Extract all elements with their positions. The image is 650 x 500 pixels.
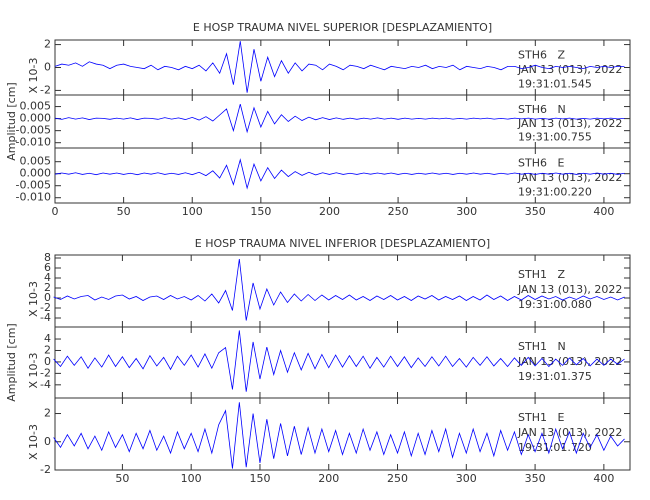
- trace-label: STH6 Z: [518, 48, 565, 61]
- scale-label: X 10-3: [27, 353, 40, 389]
- x-tick-label: 200: [319, 205, 340, 218]
- trace-label: JAN 13 (013), 2022: [517, 171, 622, 184]
- x-tick-label: 50: [117, 205, 131, 218]
- y-tick-label: 0: [44, 355, 51, 368]
- x-tick-label: 150: [249, 472, 270, 485]
- x-tick-label: 300: [456, 472, 477, 485]
- scale-label: X 10-3: [27, 281, 40, 317]
- trace-label: STH1 Z: [518, 268, 565, 281]
- x-tick-label: 250: [388, 205, 409, 218]
- scale-label: X 10-3: [27, 58, 40, 94]
- trace-label: JAN 13 (013), 2022: [517, 355, 622, 368]
- waveform: [54, 104, 625, 134]
- trace-label: STH1 N: [518, 340, 566, 353]
- x-tick-label: 0: [52, 205, 59, 218]
- waveform: [53, 330, 625, 392]
- chart-title: E HOSP TRAUMA NIVEL INFERIOR [DESPLAZAMI…: [195, 237, 490, 250]
- trace-label: STH1 E: [518, 411, 564, 424]
- x-tick-label: 150: [250, 205, 271, 218]
- trace-label: 19:31:00.755: [518, 131, 592, 144]
- y-tick-label: -4: [40, 311, 51, 324]
- y-tick-label: -0.010: [16, 191, 51, 204]
- x-tick-label: 200: [318, 472, 339, 485]
- trace-label: JAN 13 (013), 2022: [517, 283, 622, 296]
- y-tick-label: 4: [44, 271, 51, 284]
- y-tick-label: 2: [44, 281, 51, 294]
- y-tick-label: -2: [40, 463, 51, 476]
- trace-label: 19:31:00.080: [518, 298, 592, 311]
- trace-label: STH6 N: [518, 103, 566, 116]
- trace-label: 19:31:01.720: [518, 441, 592, 454]
- y-tick-label: 0.005: [20, 155, 52, 168]
- y-tick-label: -0.010: [16, 136, 51, 149]
- y-tick-label: 2: [44, 343, 51, 356]
- chart-title: E HOSP TRAUMA NIVEL SUPERIOR [DESPLAZAMI…: [193, 21, 492, 34]
- panel-frame: [54, 397, 631, 471]
- trace-label: 19:31:01.375: [518, 370, 592, 383]
- y-tick-label: 2: [44, 38, 51, 51]
- x-tick-label: 400: [593, 205, 614, 218]
- x-tick-label: 100: [181, 472, 202, 485]
- y-tick-label: 0: [44, 61, 51, 74]
- y-tick-label: 0.000: [20, 167, 52, 180]
- trace-label: 19:31:00.220: [518, 185, 592, 198]
- x-tick-label: 300: [456, 205, 477, 218]
- x-tick-label: 350: [525, 205, 546, 218]
- waveform: [53, 258, 625, 321]
- y-tick-label: 0: [44, 291, 51, 304]
- trace-label: JAN 13 (013), 2022: [517, 63, 622, 76]
- y-tick-label: -0.005: [16, 124, 51, 137]
- y-tick-label: 0.005: [20, 100, 52, 113]
- waveform: [54, 158, 625, 190]
- trace-label: 19:31:01.545: [518, 77, 592, 90]
- y-tick-label: -0.005: [16, 179, 51, 192]
- y-tick-label: 0: [44, 435, 51, 448]
- y-axis-label: Amplitud [cm]: [5, 82, 18, 160]
- y-tick-label: 0.000: [20, 112, 52, 125]
- x-tick-label: 100: [182, 205, 203, 218]
- x-tick-label: 250: [387, 472, 408, 485]
- y-tick-label: 4: [44, 332, 51, 345]
- scale-label: X 10-3: [27, 424, 40, 460]
- x-tick-label: 400: [593, 472, 614, 485]
- trace-label: STH6 E: [518, 156, 564, 169]
- waveform: [54, 41, 625, 93]
- x-tick-label: 50: [115, 472, 129, 485]
- x-tick-label: 350: [525, 472, 546, 485]
- y-tick-label: 8: [44, 251, 51, 264]
- y-tick-label: -4: [40, 378, 51, 391]
- panel-frame: [54, 147, 631, 204]
- y-tick-label: 2: [44, 407, 51, 420]
- y-tick-label: 6: [44, 261, 51, 274]
- y-axis-label: Amplitud [cm]: [5, 323, 18, 401]
- trace-label: JAN 13 (013), 2022: [517, 117, 622, 130]
- y-tick-label: -2: [40, 83, 51, 96]
- waveform: [53, 402, 625, 469]
- y-tick-label: -2: [40, 366, 51, 379]
- y-tick-label: -2: [40, 301, 51, 314]
